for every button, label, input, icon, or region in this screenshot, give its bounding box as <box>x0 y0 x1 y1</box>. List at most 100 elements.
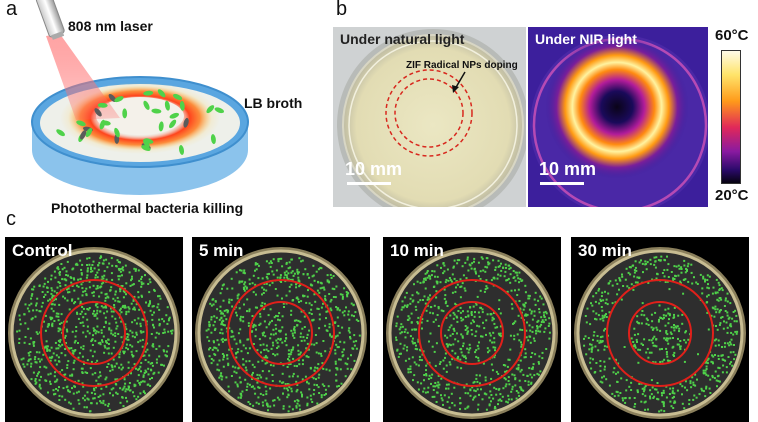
bacteria-dot <box>215 347 218 350</box>
bacteria-dot <box>433 395 436 398</box>
bacteria-dot <box>683 360 686 363</box>
bacteria-dot <box>34 379 37 382</box>
bacteria-dot <box>137 269 140 272</box>
bacteria-dot <box>476 380 479 383</box>
bacteria-dot <box>477 356 480 359</box>
bacteria-dot <box>81 372 84 374</box>
bacteria-dot <box>138 382 141 384</box>
bacteria-dot <box>299 408 301 411</box>
bacteria-dot <box>437 306 440 308</box>
bacteria-dot <box>65 274 68 276</box>
bacteria-dot <box>491 341 494 344</box>
bacteria-dot <box>86 308 89 310</box>
bacteria-dot <box>65 270 68 273</box>
bacteria-dot <box>303 294 306 297</box>
bacteria-dot <box>271 319 273 322</box>
bacteria-dot <box>483 327 486 330</box>
bacteria-dot <box>334 296 337 299</box>
bacteria-dot <box>103 326 106 328</box>
bacteria-dot <box>247 324 250 327</box>
bacteria-dot <box>306 273 309 276</box>
bacteria-dot <box>621 397 624 400</box>
bacteria-dot <box>151 377 153 379</box>
bacteria-dot <box>436 275 439 278</box>
bacteria-dot <box>106 310 109 313</box>
bacteria-dot <box>296 383 299 386</box>
bacteria-dot <box>517 391 520 394</box>
bacterium <box>122 108 128 119</box>
bacteria-dot <box>471 386 474 389</box>
bacteria-dot <box>336 368 339 371</box>
bacterium <box>143 138 154 144</box>
bacteria-dot <box>514 384 517 387</box>
bacteria-dot <box>604 314 606 317</box>
bacteria-dot <box>459 311 462 314</box>
bacteria-dot <box>518 300 521 302</box>
bacteria-dot <box>346 295 349 298</box>
bacteria-dot <box>242 358 245 361</box>
bacteria-dot <box>265 348 268 351</box>
bacteria-dot <box>348 331 351 334</box>
bacteria-dot <box>350 302 353 305</box>
bacteria-dot <box>424 278 427 281</box>
bacteria-dot <box>666 280 669 283</box>
bacteria-dot <box>34 382 37 385</box>
bacteria-dot <box>403 344 406 347</box>
bacteria-dot <box>103 306 106 309</box>
bacteria-dot <box>488 349 491 352</box>
bacteria-dot <box>131 321 134 324</box>
bacteria-dot <box>246 298 249 301</box>
bacteria-dot <box>335 285 338 288</box>
bacteria-dot <box>539 295 542 298</box>
bacteria-dot <box>52 310 55 313</box>
bacteria-dot <box>265 282 268 285</box>
bacteria-dot <box>102 335 105 338</box>
bacteria-dot <box>678 267 681 270</box>
bacteria-dot <box>712 355 715 358</box>
bacteria-dot <box>446 305 449 307</box>
bacteria-dot <box>73 278 76 281</box>
bacteria-dot <box>417 338 420 341</box>
bacteria-dot <box>412 342 415 345</box>
bacteria-dot <box>55 354 58 357</box>
bacteria-dot <box>324 350 327 353</box>
bacteria-dot <box>499 312 502 315</box>
bacteria-dot <box>493 337 496 340</box>
bacteria-dot <box>225 309 228 312</box>
bacteria-dot <box>235 356 238 359</box>
bacteria-dot <box>343 310 346 313</box>
bacteria-dot <box>531 326 534 329</box>
bacteria-dot <box>237 396 240 399</box>
bacteria-dot <box>153 288 156 291</box>
bacteria-dot <box>507 398 510 401</box>
bacteria-dot <box>400 352 402 355</box>
bacteria-dot <box>133 319 136 322</box>
bacteria-dot <box>482 269 485 272</box>
bacteria-dot <box>256 349 259 352</box>
bacteria-dot <box>127 366 130 369</box>
bacteria-dot <box>122 269 125 272</box>
bacteria-dot <box>461 335 464 338</box>
bacteria-dot <box>71 387 73 390</box>
bacteria-dot <box>456 320 459 323</box>
bacteria-dot <box>270 347 273 350</box>
bacteria-dot <box>696 283 699 285</box>
bacteria-dot <box>252 385 254 388</box>
bacteria-dot <box>468 348 471 351</box>
bacteria-dot <box>28 304 31 307</box>
bacteria-dot <box>94 304 97 307</box>
bacteria-dot <box>282 407 285 410</box>
bacteria-dot <box>228 301 231 304</box>
bacteria-dot <box>706 359 709 362</box>
bacteria-dot <box>91 270 94 273</box>
bacteria-dot <box>434 382 437 384</box>
bacteria-dot <box>264 355 267 358</box>
bacteria-dot <box>303 339 306 342</box>
bacteria-dot <box>51 303 54 306</box>
bacteria-dot <box>72 407 75 410</box>
bacteria-dot <box>141 295 143 298</box>
bacteria-dot <box>34 361 37 364</box>
bacteria-dot <box>111 264 114 267</box>
bacteria-dot <box>459 278 462 281</box>
bacteria-dot <box>88 286 91 289</box>
